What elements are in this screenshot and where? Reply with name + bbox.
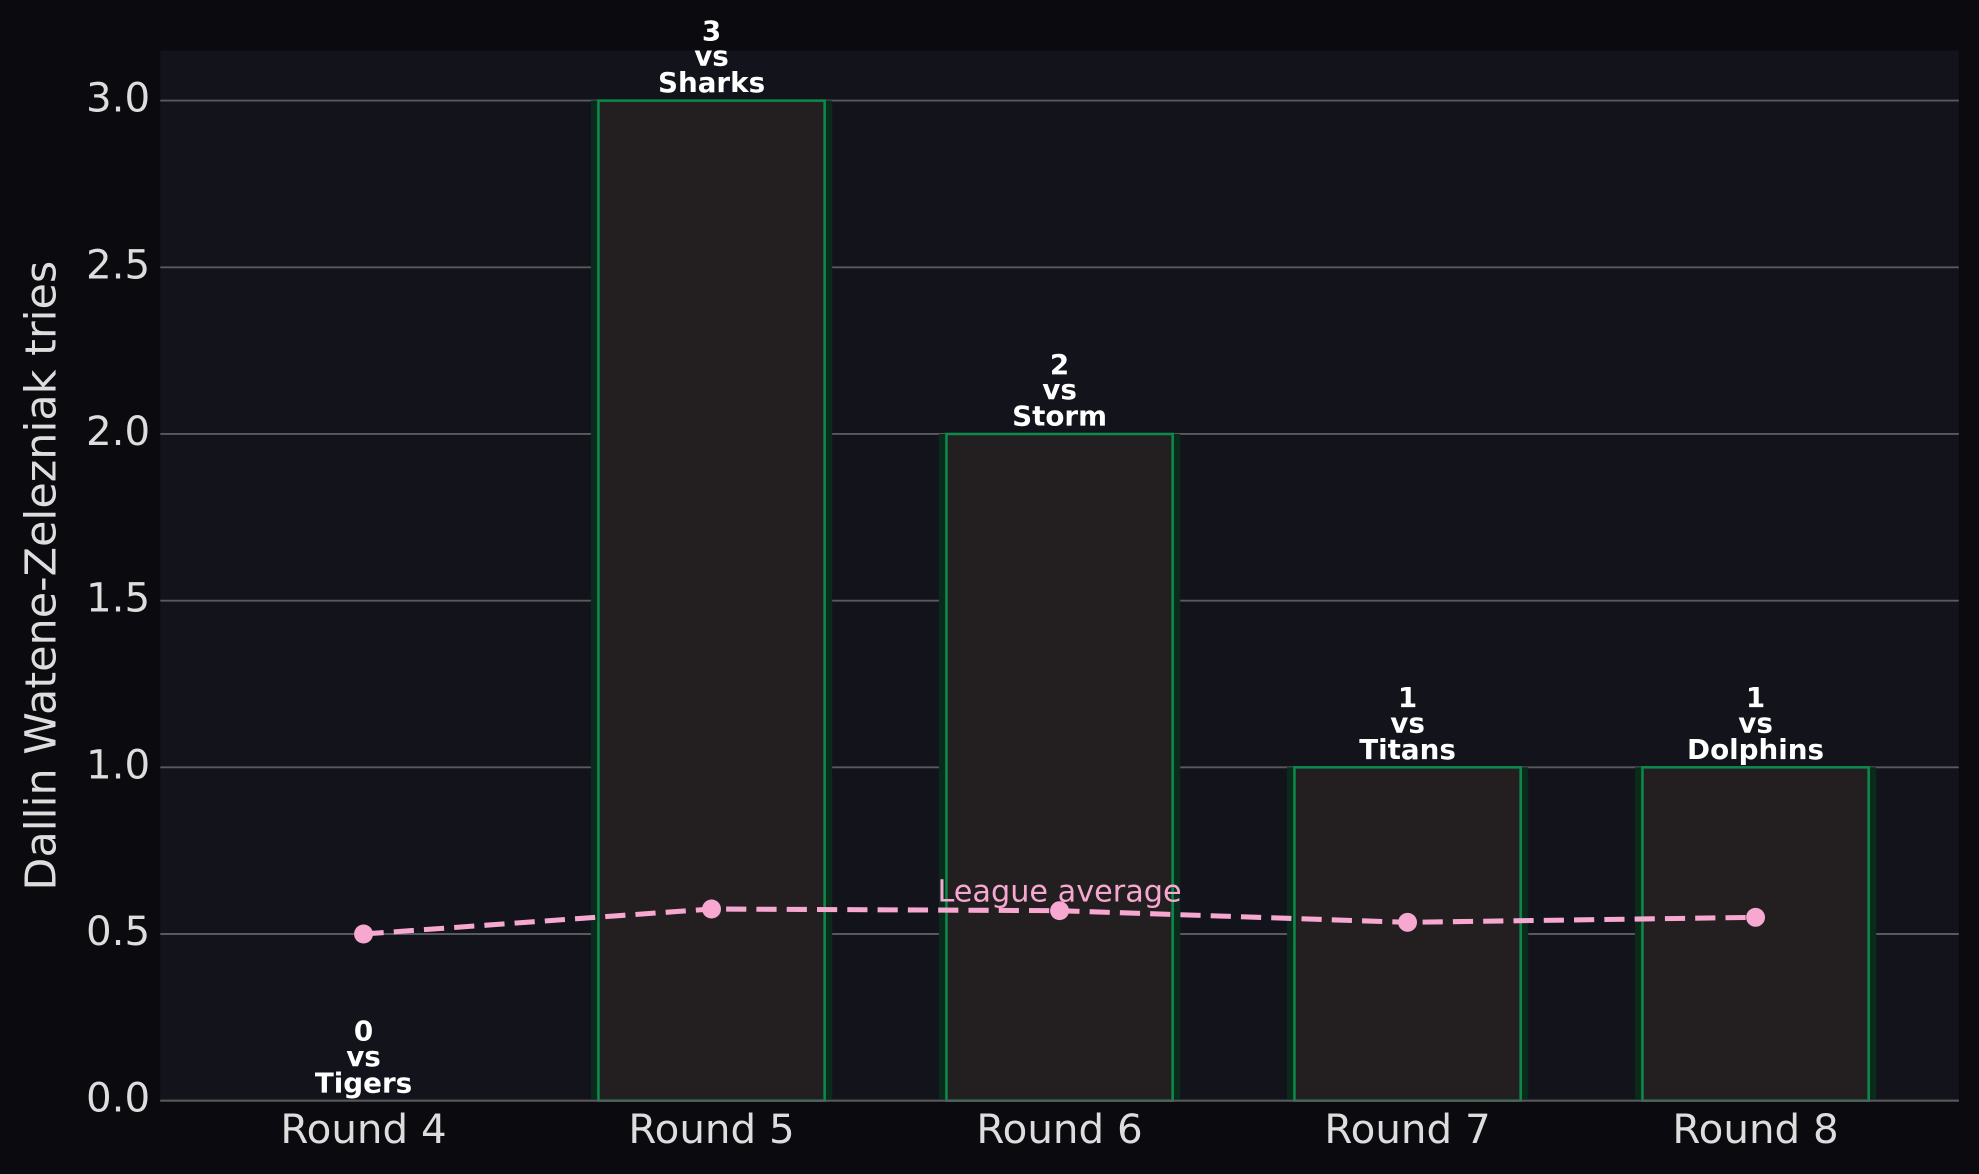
opponent-label: Storm — [1012, 400, 1107, 433]
value-label: 1 — [1398, 681, 1417, 714]
x-tick-label: Round 6 — [976, 1106, 1142, 1153]
value-label-vs: vs — [1390, 706, 1425, 739]
y-tick-label: 1.0 — [86, 741, 150, 788]
line-marker — [702, 899, 722, 919]
line-marker — [1746, 907, 1766, 927]
y-tick-label: 2.0 — [86, 408, 150, 455]
opponent-label: Titans — [1359, 733, 1456, 766]
y-tick-label: 0.0 — [86, 1075, 150, 1122]
opponent-label: Tigers — [315, 1066, 412, 1099]
bar — [1641, 766, 1870, 1102]
y-tick-label: 0.5 — [86, 908, 150, 955]
x-tick-label: Round 4 — [280, 1106, 446, 1153]
value-label: 0 — [354, 1015, 373, 1048]
value-label-vs: vs — [1042, 373, 1077, 406]
x-tick-label: Round 7 — [1324, 1106, 1490, 1153]
line-marker — [1050, 901, 1070, 921]
value-label: 1 — [1746, 681, 1765, 714]
y-tick-label: 1.5 — [86, 575, 150, 622]
y-tick-label: 2.5 — [86, 241, 150, 288]
value-label-vs: vs — [1738, 706, 1773, 739]
line-annotation: League average — [937, 874, 1181, 909]
x-tick-label: Round 8 — [1672, 1106, 1838, 1153]
line-marker — [354, 924, 373, 944]
line-marker — [1398, 912, 1418, 932]
opponent-label: Sharks — [658, 66, 765, 99]
bar — [945, 432, 1174, 1102]
bar — [597, 99, 826, 1102]
value-label-vs: vs — [694, 40, 729, 73]
x-tick-label: Round 5 — [628, 1106, 794, 1153]
value-label: 3 — [702, 14, 721, 47]
bar — [1293, 766, 1522, 1102]
value-label: 2 — [1050, 348, 1069, 381]
y-tick-label: 3.0 — [86, 75, 150, 122]
y-axis-label: Dallin Watene-Zelezniak tries — [17, 261, 67, 891]
opponent-label: Dolphins — [1687, 733, 1824, 766]
value-label-vs: vs — [346, 1040, 381, 1073]
